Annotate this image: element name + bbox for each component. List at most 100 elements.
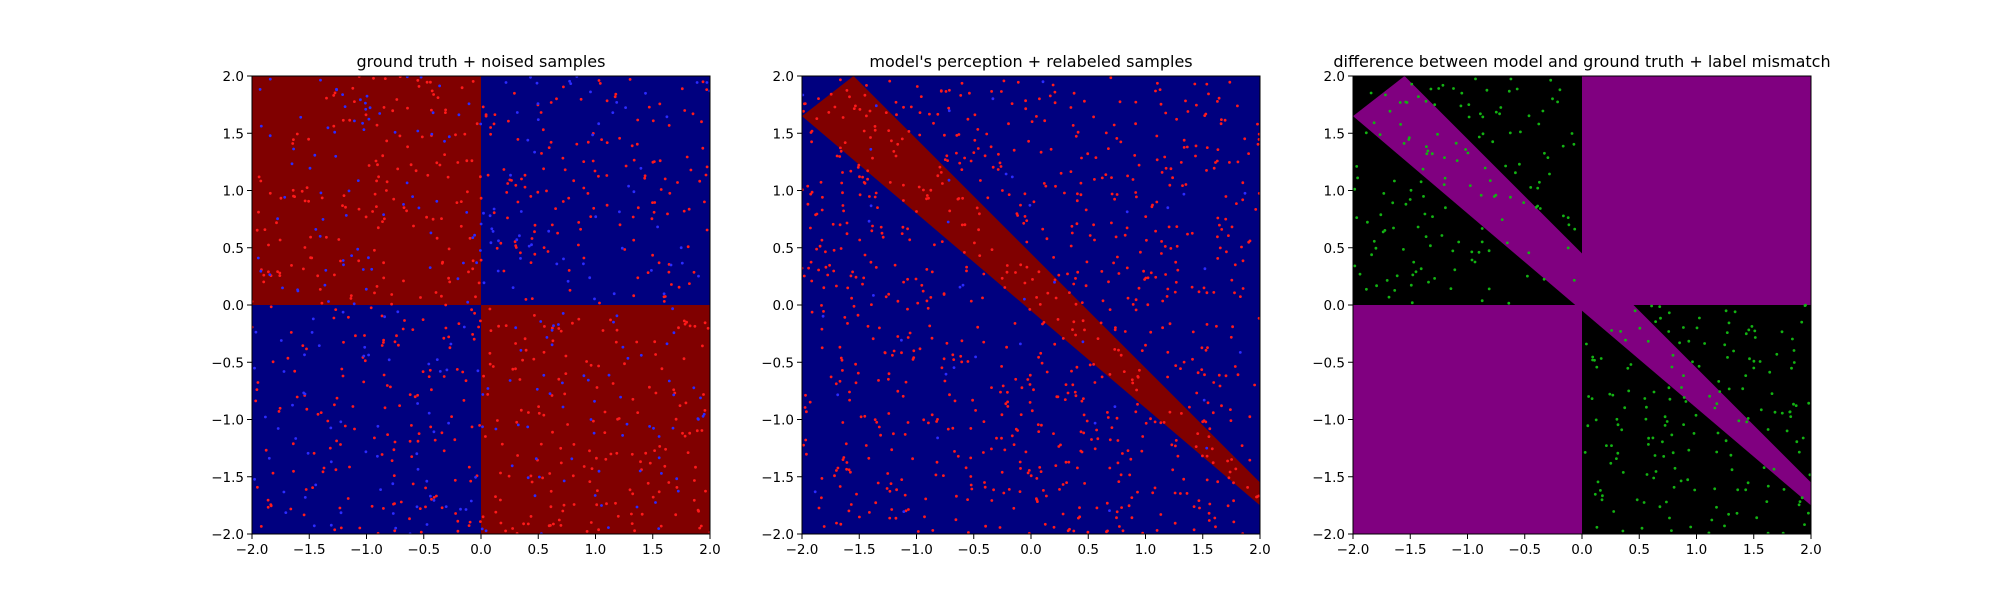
scatter-point [530,237,534,240]
scatter-point [471,259,475,263]
scatter-point [419,76,423,79]
scatter-point [1088,363,1092,367]
scatter-point [447,247,451,251]
scatter-point [292,469,295,473]
scatter-point [919,95,923,98]
scatter-point [1680,386,1683,389]
scatter-point [1014,377,1018,381]
scatter-point [284,511,288,514]
scatter-point [597,364,600,368]
scatter-point [848,398,851,402]
scatter-point [866,169,870,173]
scatter-point [870,229,874,233]
scatter-point [542,246,546,250]
scatter-point [615,451,619,455]
scatter-point [1054,464,1058,467]
scatter-point [883,351,887,354]
scatter-point [821,314,825,318]
scatter-point [1551,97,1554,101]
scatter-point [1212,291,1216,294]
scatter-point [1638,326,1642,330]
scatter-point [1200,368,1204,371]
scatter-point [598,82,602,85]
x-tick-label: 0.0 [1571,542,1592,558]
scatter-point [341,259,345,262]
scatter-point [1019,263,1023,267]
scatter-point [1202,398,1206,402]
scatter-point [1623,406,1627,410]
scatter-point [1808,473,1811,477]
scatter-point [405,76,409,79]
scatter-point [947,178,951,182]
scatter-point [1716,431,1720,435]
scatter-point [432,430,436,434]
scatter-point [579,97,583,101]
scatter-point [253,477,256,481]
scatter-point [1612,510,1616,513]
scatter-point [1054,296,1058,300]
scatter-point [1115,516,1118,520]
scatter-point [382,341,385,344]
scatter-point [1031,278,1034,281]
y-tick-label: −0.5 [211,355,244,371]
scatter-point [1080,156,1083,160]
scatter-point [1035,477,1039,480]
scatter-point [802,274,806,278]
scatter-point [915,85,919,88]
scatter-point [499,521,503,525]
scatter-point [657,527,661,530]
scatter-point [1090,438,1093,441]
scatter-point [428,368,432,372]
scatter-point [306,451,310,455]
scatter-point [966,360,970,363]
scatter-point [313,153,317,157]
scatter-point [1176,454,1180,458]
scatter-point [303,353,306,357]
scatter-point [281,286,284,290]
scatter-point [688,282,691,285]
scatter-point [871,224,874,228]
scatter-point [278,274,282,277]
scatter-point [672,388,676,392]
scatter-point [532,357,536,361]
scatter-point [1795,440,1799,444]
scatter-point [523,337,527,341]
scatter-point [611,111,615,114]
scatter-point [1372,121,1376,125]
scatter-point [1644,417,1648,421]
scatter-point [447,276,450,280]
scatter-point [267,456,271,460]
scatter-point [1041,80,1045,84]
scatter-point [1800,496,1804,500]
scatter-point [698,526,702,530]
scatter-point [1687,339,1691,343]
scatter-point [862,129,866,133]
scatter-point [839,356,843,360]
scatter-point [378,112,382,115]
scatter-point [561,381,564,385]
scatter-point [349,294,353,297]
scatter-point [877,425,881,429]
scatter-point [398,404,401,407]
scatter-point [362,128,366,132]
scatter-point [1205,478,1209,482]
scatter-point [380,344,384,347]
scatter-point [871,156,874,160]
scatter-point [1797,450,1801,454]
scatter-point [516,138,520,141]
scatter-point [567,269,571,272]
scatter-point [305,407,309,411]
panel-difference: difference between model and ground trut… [1312,52,1830,558]
scatter-point [1169,247,1173,250]
scatter-point [1570,132,1574,135]
scatter-point [952,366,956,369]
scatter-point [674,513,678,517]
scatter-point [309,235,312,239]
scatter-point [1195,391,1199,395]
y-tick-label: −1.0 [1312,413,1345,429]
x-tick-label: −1.0 [350,542,383,558]
scatter-point [496,419,499,422]
panel-model-perception: model's perception + relabeled samples −… [761,52,1271,558]
scatter-point [1449,287,1453,290]
scatter-point [390,459,394,462]
